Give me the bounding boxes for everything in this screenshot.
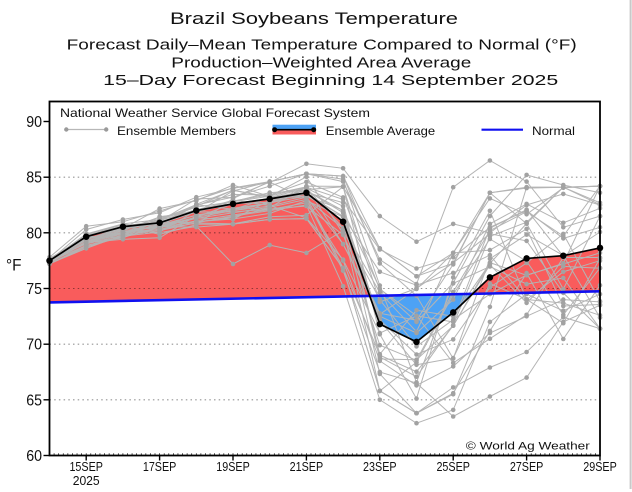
svg-text:Ensemble Members: Ensemble Members — [117, 124, 236, 138]
svg-text:75: 75 — [26, 281, 42, 298]
svg-text:60: 60 — [26, 448, 42, 465]
svg-text:15SEP: 15SEP — [69, 459, 103, 474]
svg-text:25SEP: 25SEP — [436, 459, 470, 474]
svg-text:65: 65 — [26, 392, 42, 409]
svg-text:19SEP: 19SEP — [216, 459, 250, 474]
svg-text:21SEP: 21SEP — [290, 459, 324, 474]
svg-text:Normal: Normal — [532, 124, 575, 138]
svg-text:Ensemble Average: Ensemble Average — [326, 124, 436, 138]
svg-text:© World Ag Weather: © World Ag Weather — [466, 441, 590, 453]
svg-text:Production–Weighted Area Avera: Production–Weighted Area Average — [171, 55, 471, 71]
svg-text:°F: °F — [6, 257, 22, 275]
svg-text:29SEP: 29SEP — [583, 459, 617, 474]
svg-text:70: 70 — [26, 337, 42, 354]
svg-text:2025: 2025 — [73, 473, 100, 488]
svg-text:15–Day Forecast Beginning 14 S: 15–Day Forecast Beginning 14 September 2… — [103, 73, 558, 89]
svg-text:Forecast Daily–Mean Temperatur: Forecast Daily–Mean Temperature Compared… — [67, 38, 577, 54]
svg-text:National Weather Service Globa: National Weather Service Global Forecast… — [60, 106, 370, 120]
svg-text:80: 80 — [26, 225, 42, 242]
svg-text:27SEP: 27SEP — [510, 459, 544, 474]
svg-text:23SEP: 23SEP — [363, 459, 397, 474]
svg-text:Brazil Soybeans Temperature: Brazil Soybeans Temperature — [170, 9, 458, 28]
svg-text:85: 85 — [26, 170, 42, 187]
svg-text:90: 90 — [26, 114, 42, 131]
svg-text:17SEP: 17SEP — [143, 459, 177, 474]
